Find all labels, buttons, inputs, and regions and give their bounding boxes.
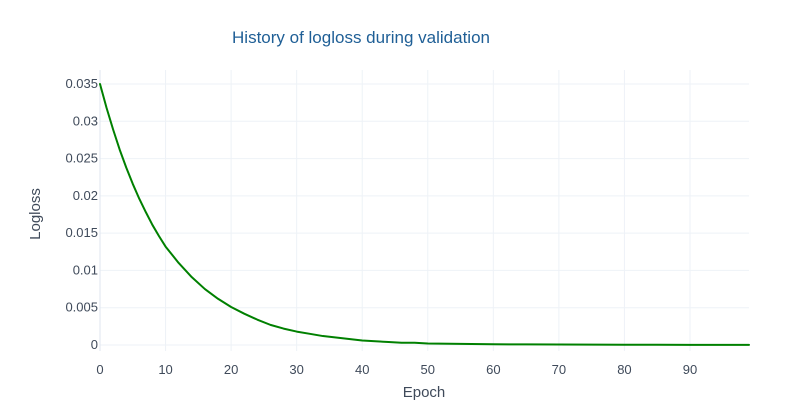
x-tick-label: 10 <box>158 362 172 377</box>
y-axis-title: Logloss <box>27 188 44 240</box>
grid-layer <box>99 70 749 351</box>
x-tick-label: 60 <box>486 362 500 377</box>
x-tick-label: 20 <box>224 362 238 377</box>
y-tick-label: 0.015 <box>65 225 98 240</box>
x-tick-label: 50 <box>421 362 435 377</box>
y-tick-label: 0.005 <box>65 300 98 315</box>
y-tick-label: 0 <box>91 337 98 352</box>
x-tick-label: 80 <box>617 362 631 377</box>
y-tick-label: 0.02 <box>73 188 98 203</box>
y-tick-label: 0.035 <box>65 76 98 91</box>
x-tick-label: 70 <box>552 362 566 377</box>
x-tick-label: 40 <box>355 362 369 377</box>
x-axis-title: Epoch <box>403 384 446 400</box>
y-tick-label: 0.03 <box>73 113 98 128</box>
chart-title: History of logloss during validation <box>232 28 490 47</box>
x-tick-label: 30 <box>289 362 303 377</box>
y-tick-label: 0.025 <box>65 151 98 166</box>
x-tick-label: 90 <box>683 362 697 377</box>
x-tick-label: 0 <box>96 362 103 377</box>
y-tick-label: 0.01 <box>73 262 98 277</box>
labels-layer: History of logloss during validation Epo… <box>27 28 697 400</box>
logloss-series-line <box>99 83 750 346</box>
series-layer <box>99 83 750 346</box>
